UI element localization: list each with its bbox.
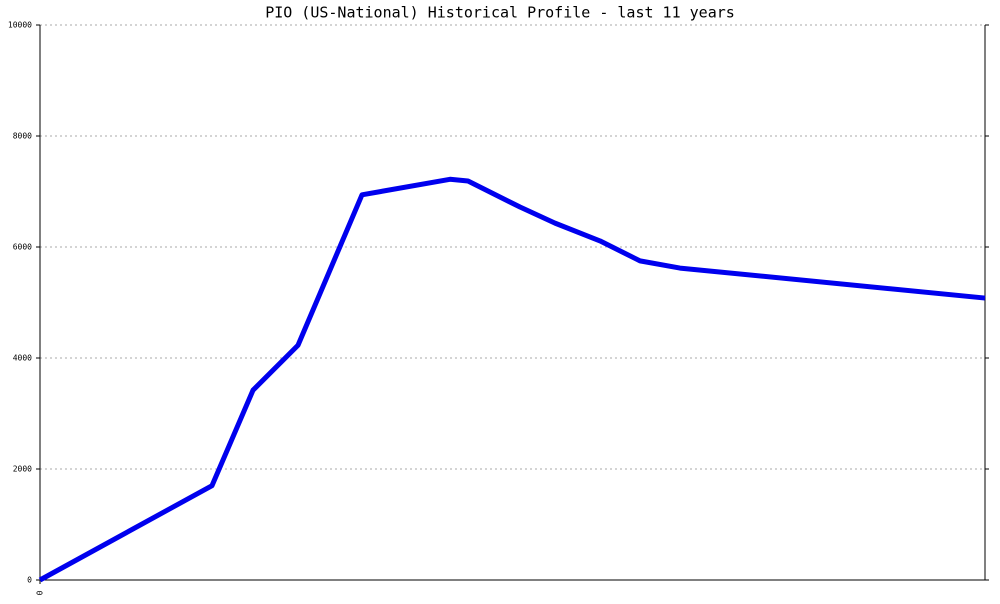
y-tick-label: 10000	[8, 21, 32, 30]
chart-title: PIO (US-National) Historical Profile - l…	[265, 4, 735, 22]
y-tick-label: 4000	[13, 354, 32, 363]
y-tick-label: 0	[27, 576, 32, 585]
y-tick-label: 6000	[13, 243, 32, 252]
x-tick-label: 0	[36, 590, 45, 595]
y-tick-label: 8000	[13, 132, 32, 141]
y-tick-label: 2000	[13, 465, 32, 474]
line	[38, 176, 986, 583]
